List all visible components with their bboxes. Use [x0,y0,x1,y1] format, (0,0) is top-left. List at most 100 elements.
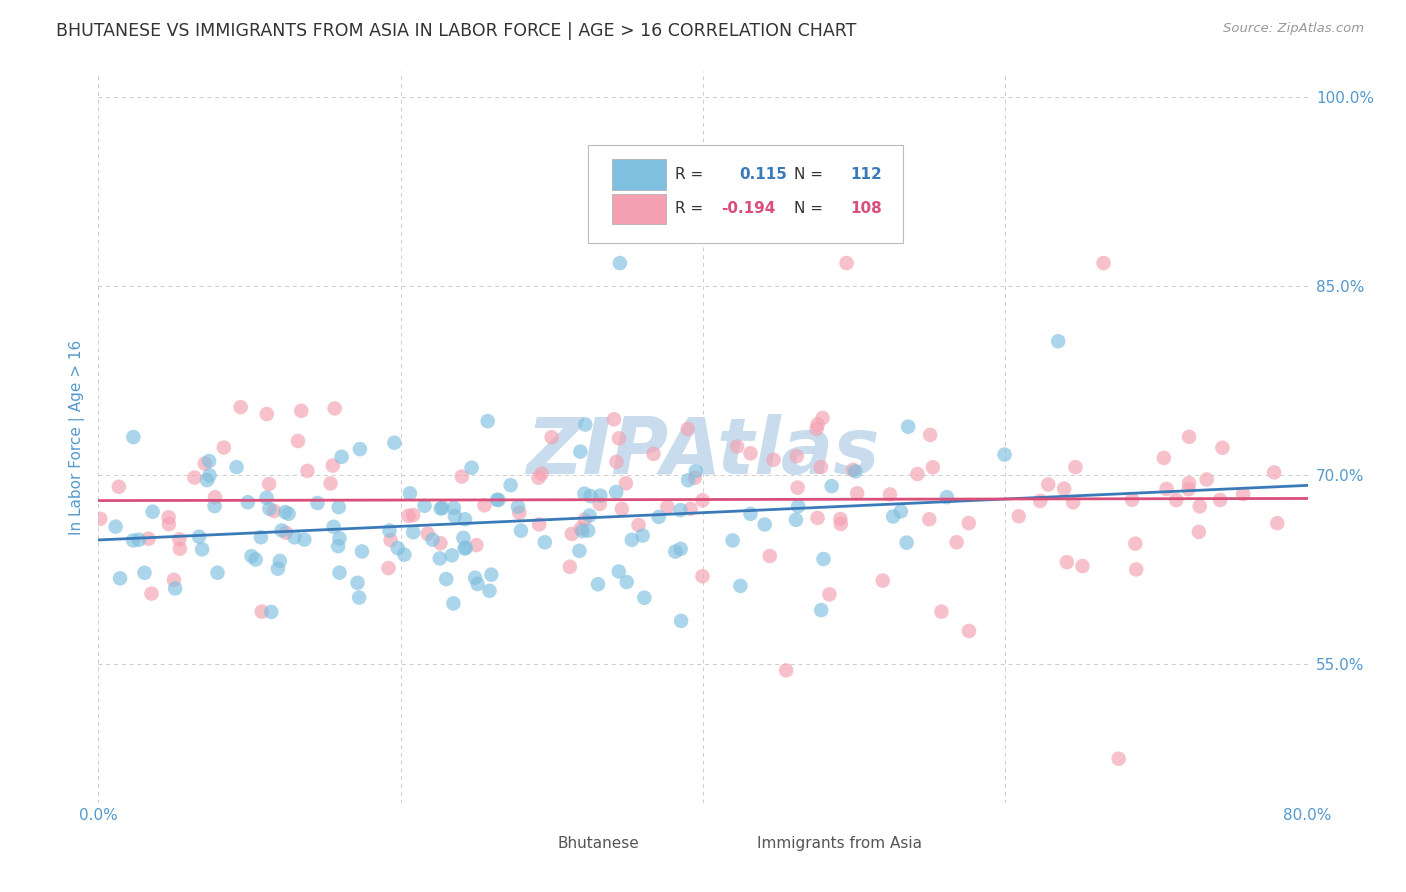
Point [429,551,451,566]
Point [1047,334,1070,349]
Point [429,501,451,516]
FancyBboxPatch shape [588,145,903,244]
Point [256,407,278,421]
Point [806,511,828,525]
Text: R =: R = [675,202,703,217]
Point [422,533,444,547]
Point [328,566,350,580]
Point [1178,476,1201,491]
Point [631,528,654,542]
Point [188,530,211,544]
Point [616,575,638,590]
Point [477,414,499,428]
Point [323,401,346,416]
Point [846,486,869,500]
Point [810,603,832,617]
Point [328,500,350,515]
Point [460,460,482,475]
Point [508,506,530,520]
Point [157,510,180,524]
Point [586,577,609,591]
Point [283,530,305,544]
Point [574,417,596,432]
Point [250,530,273,544]
Point [122,533,145,548]
Point [527,517,550,532]
Point [169,541,191,556]
Point [212,441,235,455]
Point [486,492,509,507]
Point [229,400,252,414]
Point [607,565,630,579]
Point [443,509,465,524]
Point [657,500,679,514]
Point [614,476,637,491]
Point [897,419,920,434]
Point [236,495,259,509]
FancyBboxPatch shape [501,830,551,855]
Point [245,552,267,566]
Point [534,535,557,549]
Point [260,605,283,619]
Point [610,501,633,516]
Point [957,516,980,530]
Point [842,463,865,477]
Point [1211,441,1233,455]
Point [183,470,205,484]
Point [1038,477,1060,491]
Point [762,452,785,467]
Point [322,458,344,473]
Point [292,533,315,547]
Point [399,486,422,500]
Point [754,517,776,532]
Point [589,489,612,503]
Point [785,513,807,527]
Point [935,490,957,504]
Point [380,533,402,547]
Point [330,450,353,464]
Point [141,586,163,600]
Point [122,430,145,444]
Point [464,571,486,585]
Point [620,533,643,547]
Point [1092,256,1115,270]
Point [263,504,285,518]
Point [350,544,373,558]
Point [198,468,221,483]
Point [195,473,218,487]
Point [1265,516,1288,531]
Point [1153,450,1175,465]
Text: Bhutanese: Bhutanese [558,836,640,851]
Point [347,591,370,605]
Point [725,440,748,454]
Point [775,664,797,678]
Text: BHUTANESE VS IMMIGRANTS FROM ASIA IN LABOR FORCE | AGE > 16 CORRELATION CHART: BHUTANESE VS IMMIGRANTS FROM ASIA IN LAB… [56,22,856,40]
Point [432,500,454,515]
Text: -0.194: -0.194 [721,202,776,217]
Point [993,448,1015,462]
Point [297,464,319,478]
Point [465,538,488,552]
Point [740,507,762,521]
Text: Source: ZipAtlas.com: Source: ZipAtlas.com [1223,22,1364,36]
Point [108,480,131,494]
Point [486,493,509,508]
Point [277,507,299,521]
Point [89,512,111,526]
Point [402,508,425,522]
Point [479,567,502,582]
Point [269,554,291,568]
Point [786,449,808,463]
Point [270,524,292,538]
Point [1029,494,1052,508]
Point [240,549,263,563]
FancyBboxPatch shape [613,159,665,190]
Point [319,476,342,491]
Point [1062,495,1084,509]
Point [558,559,581,574]
Point [945,535,967,549]
Point [530,467,553,481]
Point [818,587,841,601]
Point [256,491,278,505]
Point [440,549,463,563]
